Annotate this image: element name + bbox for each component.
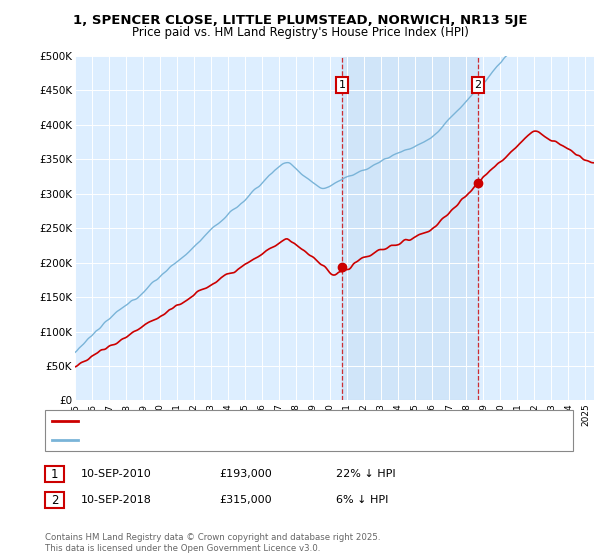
Text: 1: 1 (338, 80, 346, 90)
Text: HPI: Average price, detached house, Broadland: HPI: Average price, detached house, Broa… (84, 435, 319, 445)
Text: £315,000: £315,000 (219, 495, 272, 505)
Text: £193,000: £193,000 (219, 469, 272, 479)
Text: 1, SPENCER CLOSE, LITTLE PLUMSTEAD, NORWICH, NR13 5JE (detached house): 1, SPENCER CLOSE, LITTLE PLUMSTEAD, NORW… (84, 417, 478, 426)
Bar (342, 56, 478, 400)
Text: 6% ↓ HPI: 6% ↓ HPI (336, 495, 388, 505)
Text: Contains HM Land Registry data © Crown copyright and database right 2025.
This d: Contains HM Land Registry data © Crown c… (45, 533, 380, 553)
Text: 22% ↓ HPI: 22% ↓ HPI (336, 469, 395, 479)
Text: 2: 2 (51, 493, 58, 507)
Text: 10-SEP-2018: 10-SEP-2018 (81, 495, 152, 505)
Text: Price paid vs. HM Land Registry's House Price Index (HPI): Price paid vs. HM Land Registry's House … (131, 26, 469, 39)
Text: 1, SPENCER CLOSE, LITTLE PLUMSTEAD, NORWICH, NR13 5JE: 1, SPENCER CLOSE, LITTLE PLUMSTEAD, NORW… (73, 14, 527, 27)
Text: 10-SEP-2010: 10-SEP-2010 (81, 469, 152, 479)
Text: 2: 2 (475, 80, 482, 90)
Text: 1: 1 (51, 468, 58, 481)
